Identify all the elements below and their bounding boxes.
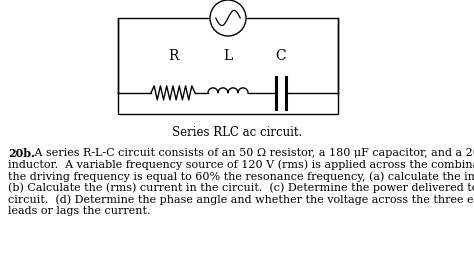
Text: circuit.  (d) Determine the phase angle and whether the voltage across the three: circuit. (d) Determine the phase angle a…	[8, 194, 474, 205]
Text: leads or lags the current.: leads or lags the current.	[8, 206, 151, 216]
Text: the driving frequency is equal to 60% the resonance frequency, (a) calculate the: the driving frequency is equal to 60% th…	[8, 171, 474, 182]
Text: L: L	[223, 49, 233, 63]
Text: A series R-L-C circuit consists of an 50 Ω resistor, a 180 μF capacitor, and a 2: A series R-L-C circuit consists of an 50…	[31, 148, 474, 158]
Text: C: C	[275, 49, 286, 63]
Circle shape	[210, 0, 246, 36]
Text: R: R	[168, 49, 178, 63]
Text: (b) Calculate the (rms) current in the circuit.  (c) Determine the power deliver: (b) Calculate the (rms) current in the c…	[8, 182, 474, 193]
Text: inductor.  A variable frequency source of 120 V (rms) is applied across the comb: inductor. A variable frequency source of…	[8, 160, 474, 170]
Text: 20b.: 20b.	[8, 148, 35, 159]
Bar	[118, 18, 338, 114]
Text: Series RLC ac circuit.: Series RLC ac circuit.	[172, 126, 302, 139]
